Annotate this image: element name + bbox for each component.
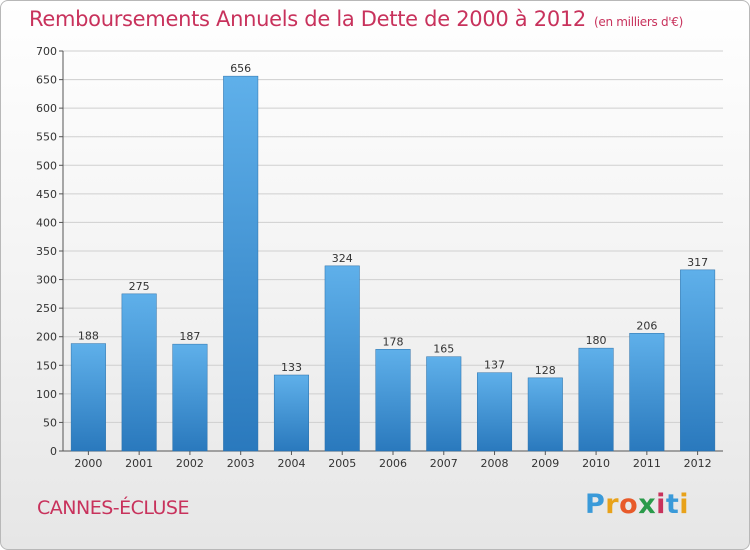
y-tick-label: 550 xyxy=(36,131,57,144)
logo-letter: i xyxy=(679,489,690,520)
data-label-2011: 206 xyxy=(636,319,657,332)
bar-2005 xyxy=(324,265,360,452)
data-label-2012: 317 xyxy=(687,256,708,269)
chart-units: (en milliers d'€) xyxy=(594,15,684,29)
x-tick-label-2006: 2006 xyxy=(379,457,407,470)
x-tick-label-2008: 2008 xyxy=(481,457,509,470)
data-label-2001: 275 xyxy=(129,280,150,293)
data-label-2004: 133 xyxy=(281,361,302,374)
y-tick-label: 700 xyxy=(36,45,57,58)
data-label-2010: 180 xyxy=(586,334,607,347)
data-labels: 188 275 187 656 133 324 178 165 137 128 180 206 317 xyxy=(78,62,708,377)
x-tick-label-2004: 2004 xyxy=(277,457,305,470)
logo-letter: r xyxy=(605,489,620,520)
data-label-2003: 656 xyxy=(230,62,251,75)
y-tick-label: 400 xyxy=(36,216,57,229)
bars xyxy=(70,75,716,452)
bar-2006 xyxy=(375,349,411,452)
x-tick-label-2001: 2001 xyxy=(125,457,153,470)
y-tick-label: 600 xyxy=(36,102,57,115)
data-label-2005: 324 xyxy=(332,252,353,265)
bar-2008 xyxy=(477,372,513,452)
data-label-2000: 188 xyxy=(78,330,99,343)
bar-2011 xyxy=(629,333,665,452)
bar-2010 xyxy=(578,347,614,452)
data-label-2008: 137 xyxy=(484,359,505,372)
x-tick-label-2011: 2011 xyxy=(633,457,661,470)
x-tick-label-2007: 2007 xyxy=(430,457,458,470)
location-name: CANNES-ÉCLUSE xyxy=(37,497,190,519)
y-tick-label: 300 xyxy=(36,274,57,287)
y-tick-label: 350 xyxy=(36,245,57,258)
y-tick-label: 500 xyxy=(36,159,57,172)
y-tick-label: 150 xyxy=(36,359,57,372)
proxiti-logo[interactable]: Proxiti xyxy=(585,489,689,520)
y-tick-label: 450 xyxy=(36,188,57,201)
y-tick-label: 0 xyxy=(50,445,57,458)
logo-letter: o xyxy=(619,489,639,520)
bar-2004 xyxy=(273,374,309,452)
bar-2012 xyxy=(680,269,716,452)
x-tick-label-2010: 2010 xyxy=(582,457,610,470)
y-tick-label: 100 xyxy=(36,388,57,401)
bar-2002 xyxy=(172,343,208,452)
x-tick-label-2005: 2005 xyxy=(328,457,356,470)
x-tick-label-2000: 2000 xyxy=(74,457,102,470)
logo-letter: x xyxy=(638,489,657,520)
y-tick-label: 250 xyxy=(36,302,57,315)
axes: 0 50 100 150 200 250 300 350 400 450 500 550 600 650 7… xyxy=(36,45,723,470)
data-label-2007: 165 xyxy=(433,343,454,356)
bar-2000 xyxy=(70,343,106,452)
y-tick-label: 200 xyxy=(36,331,57,344)
logo-letter: P xyxy=(585,489,606,520)
bar-2003 xyxy=(223,75,259,452)
logo-letter: t xyxy=(665,489,680,520)
bar-2007 xyxy=(426,356,462,452)
x-tick-label-2009: 2009 xyxy=(531,457,559,470)
data-label-2002: 187 xyxy=(179,330,200,343)
logo-letter: i xyxy=(656,489,666,520)
y-tick-label: 50 xyxy=(43,416,57,429)
x-tick-label-2003: 2003 xyxy=(227,457,255,470)
bar-2001 xyxy=(121,293,157,452)
bar-2009 xyxy=(527,377,563,452)
y-tick-label: 650 xyxy=(36,74,57,87)
data-label-2006: 178 xyxy=(383,335,404,348)
data-label-2009: 128 xyxy=(535,364,556,377)
x-tick-label-2002: 2002 xyxy=(176,457,204,470)
x-tick-label-2012: 2012 xyxy=(684,457,712,470)
chart-title: Remboursements Annuels de la Dette de 20… xyxy=(29,7,683,31)
chart-title-text: Remboursements Annuels de la Dette de 20… xyxy=(29,7,586,31)
